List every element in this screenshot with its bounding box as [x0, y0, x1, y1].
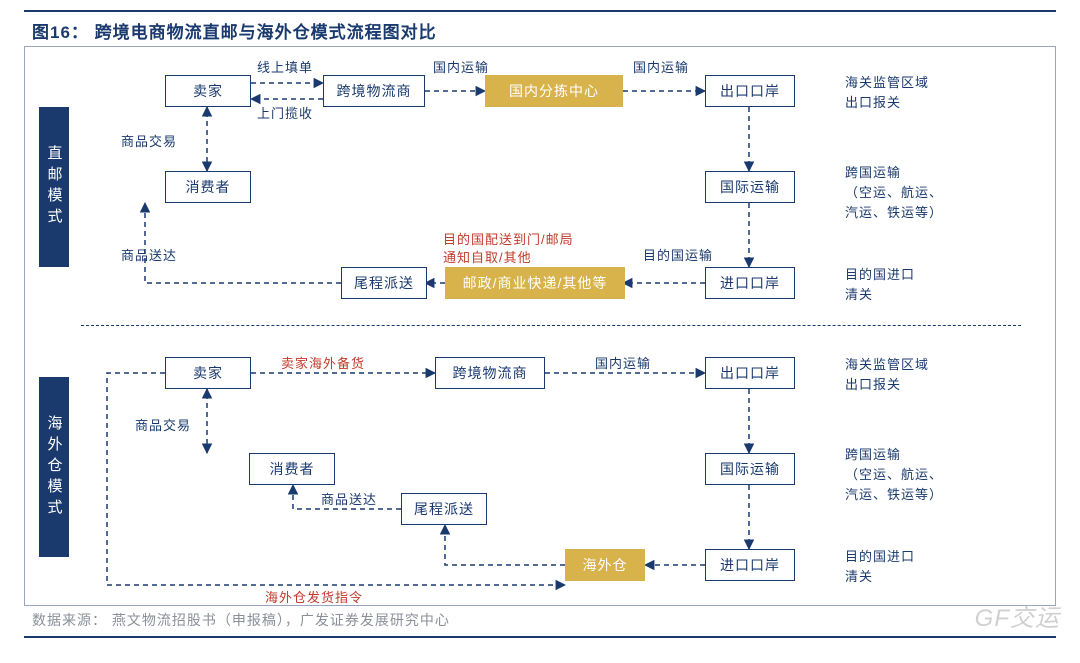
node-sort-center: 国内分拣中心 — [485, 75, 623, 107]
figure-title: 图16： 跨境电商物流直邮与海外仓模式流程图对比 — [32, 18, 437, 43]
side-note-customs-b1a: 海关监管区域 — [845, 355, 929, 375]
edge-label-deliver-bottom: 商品送达 — [321, 489, 377, 508]
edge-label-dest-transport: 目的国运输 — [643, 245, 713, 264]
edge-label-shipment-order: 海外仓发货指令 — [265, 587, 363, 606]
side-note-customs-1a: 海关监管区域 — [845, 73, 929, 93]
edge-label-pickup: 上门揽收 — [257, 103, 313, 122]
side-note-intl-b2c: 汽运、铁运等） — [845, 485, 943, 505]
edge-label-stock-overseas: 卖家海外备货 — [281, 353, 365, 372]
side-note-import-3b: 清关 — [845, 285, 873, 305]
side-note-intl-b2a: 跨国运输 — [845, 445, 901, 465]
side-note-intl-2b: （空运、航运、 — [845, 183, 943, 203]
figure-container: 图16： 跨境电商物流直邮与海外仓模式流程图对比 直邮模式 海外仓模式 — [24, 10, 1056, 638]
edge-label-domestic-bottom: 国内运输 — [595, 353, 651, 372]
node-consumer-bottom: 消费者 — [249, 453, 335, 485]
node-postal: 邮政/商业快递/其他等 — [445, 267, 625, 299]
source-prefix: 数据来源： — [32, 612, 107, 628]
edge-label-deliver-top: 商品送达 — [121, 245, 177, 264]
edge-label-dest-delivery-2: 通知自取/其他 — [443, 247, 532, 266]
flowchart-arrows — [25, 47, 1057, 607]
side-note-customs-1b: 出口报关 — [845, 93, 901, 113]
side-note-intl-b2b: （空运、航运、 — [845, 465, 943, 485]
side-note-import-b3b: 清关 — [845, 567, 873, 587]
node-seller-top: 卖家 — [165, 75, 251, 107]
node-seller-bottom: 卖家 — [165, 357, 251, 389]
node-lastmile-top: 尾程派送 — [341, 267, 427, 299]
side-note-customs-b1b: 出口报关 — [845, 375, 901, 395]
node-consumer-top: 消费者 — [165, 171, 251, 203]
source-text: 燕文物流招股书（申报稿），广发证券发展研究中心 — [112, 612, 450, 628]
node-import-bottom: 进口口岸 — [705, 549, 795, 581]
node-export-bottom: 出口口岸 — [705, 357, 795, 389]
edge-label-domestic-2: 国内运输 — [633, 57, 689, 76]
node-import-top: 进口口岸 — [705, 267, 795, 299]
section-label-overseas-warehouse: 海外仓模式 — [39, 377, 69, 557]
node-intl-top: 国际运输 — [705, 171, 795, 203]
node-cblp-top: 跨境物流商 — [323, 75, 425, 107]
edge-label-trade-bottom: 商品交易 — [135, 415, 191, 434]
figure-number: 图16： — [32, 23, 89, 42]
node-lastmile-bottom: 尾程派送 — [401, 493, 487, 525]
watermark: GF交运 — [975, 598, 1060, 633]
edge-label-online-order: 线上填单 — [257, 57, 313, 76]
side-note-intl-2a: 跨国运输 — [845, 163, 901, 183]
section-label-direct-mail: 直邮模式 — [39, 107, 69, 267]
figure-title-text: 跨境电商物流直邮与海外仓模式流程图对比 — [95, 23, 437, 42]
section-divider — [81, 325, 1021, 326]
chart-area: 直邮模式 海外仓模式 — [24, 46, 1056, 606]
node-overseas-warehouse: 海外仓 — [565, 549, 645, 581]
side-note-import-3a: 目的国进口 — [845, 265, 915, 285]
side-note-import-b3a: 目的国进口 — [845, 547, 915, 567]
node-export-top: 出口口岸 — [705, 75, 795, 107]
edge-label-trade-top: 商品交易 — [121, 131, 177, 150]
node-intl-bottom: 国际运输 — [705, 453, 795, 485]
edge-label-domestic-1: 国内运输 — [433, 57, 489, 76]
figure-source: 数据来源： 燕文物流招股书（申报稿），广发证券发展研究中心 — [32, 610, 450, 630]
edge-label-dest-delivery-1: 目的国配送到门/邮局 — [443, 229, 574, 248]
node-cblp-bottom: 跨境物流商 — [435, 357, 545, 389]
side-note-intl-2c: 汽运、铁运等） — [845, 203, 943, 223]
